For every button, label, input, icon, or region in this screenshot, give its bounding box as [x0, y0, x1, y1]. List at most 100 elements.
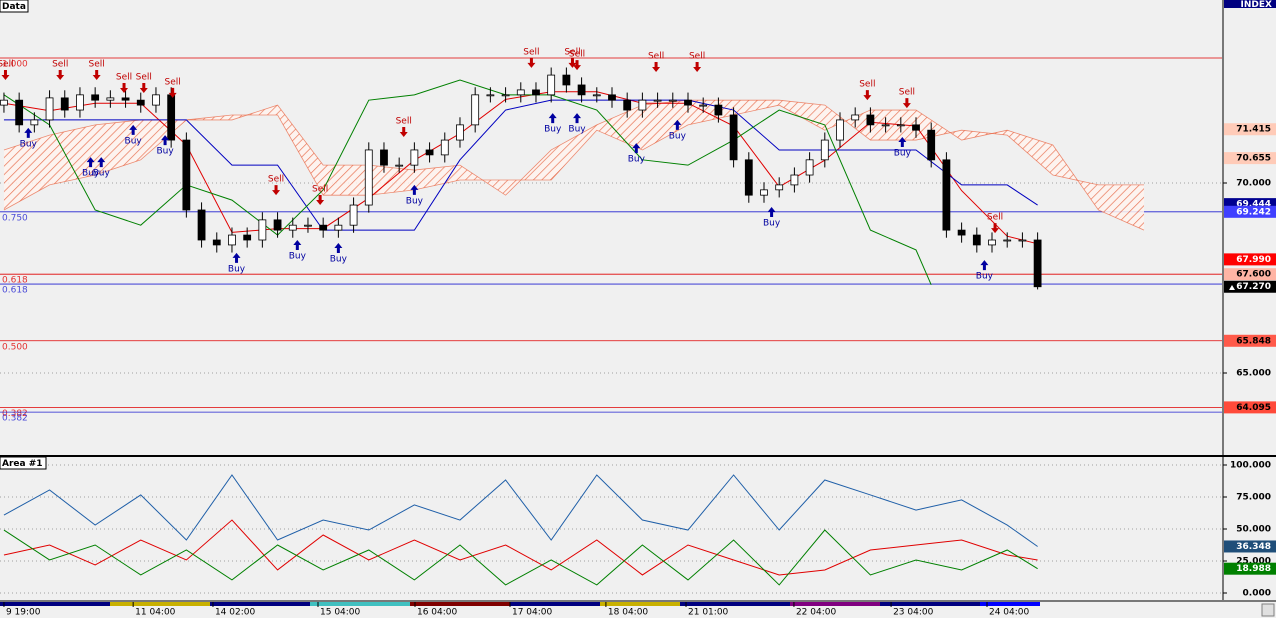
y-tick-label: 100.000	[1230, 460, 1271, 470]
candle-body	[334, 224, 343, 231]
price-tag	[1224, 280, 1276, 293]
candle-body	[288, 224, 297, 231]
signal-label: Buy	[82, 169, 100, 179]
price-tag-label: 70.655	[1236, 154, 1271, 164]
signal-arrow	[232, 252, 241, 263]
indicator-line	[3, 474, 1038, 547]
signal-label: Buy	[125, 136, 143, 146]
signal-arrow	[693, 62, 702, 73]
candle-body	[76, 94, 84, 111]
level-label: 1.000	[2, 59, 28, 69]
candle-body	[380, 149, 388, 166]
candle-body	[592, 94, 601, 97]
candle-body	[45, 97, 54, 121]
x-tick-label: 16 04:00	[417, 608, 458, 618]
price-tag	[1224, 123, 1276, 136]
x-tick-label: 24 04:00	[989, 608, 1030, 618]
candle-body	[699, 104, 708, 107]
candle-body	[638, 99, 647, 111]
level-label: 0.618	[2, 276, 28, 286]
cloud-span	[3, 104, 1145, 231]
y-tick-label: 25.000	[1236, 556, 1271, 566]
signal-label: Buy	[289, 252, 307, 262]
level-label: 0.500	[2, 342, 28, 352]
symbol-box	[1224, 0, 1276, 8]
candle-body	[972, 234, 981, 246]
candle-body	[91, 94, 100, 101]
x-tick-label: 21 01:00	[688, 608, 729, 618]
price-tag	[1224, 562, 1276, 575]
signal-label: Sell	[689, 52, 705, 62]
signal-arrow	[573, 60, 582, 71]
signal-label: Buy	[894, 149, 912, 159]
candle-body	[729, 114, 738, 161]
candle-body	[364, 149, 373, 206]
signal-arrow	[980, 260, 989, 271]
x-tick-label: 18 04:00	[608, 608, 649, 618]
candle-body	[1018, 239, 1027, 242]
candle-body	[760, 189, 768, 196]
y-tick-label: 50.000	[1236, 524, 1271, 534]
signal-label: Buy	[20, 139, 38, 149]
level-label: 0.618	[2, 286, 28, 296]
candle-body	[744, 159, 753, 196]
signal-arrow	[129, 124, 138, 135]
signal-label: Buy	[406, 196, 424, 206]
candle-body	[197, 209, 206, 241]
x-tick-label: 14 02:00	[215, 608, 256, 618]
signal-arrow	[272, 185, 281, 196]
signal-label: Sell	[648, 52, 664, 62]
signal-label: Sell	[564, 47, 580, 57]
signal-arrow	[168, 87, 177, 98]
signal-label: Sell	[899, 88, 915, 98]
cloud-span	[3, 99, 1145, 196]
signal-label: Sell	[859, 80, 875, 90]
candle-body	[304, 224, 312, 227]
signal-label: Buy	[628, 155, 646, 165]
candle-body	[30, 119, 39, 126]
signal-arrow	[410, 184, 419, 195]
indicator-line	[3, 529, 1038, 586]
price-tag	[1224, 268, 1276, 281]
candle-body	[425, 149, 434, 156]
price-tag-label: 69.444	[1236, 200, 1271, 210]
scroll-button[interactable]	[1261, 603, 1275, 617]
signal-label: Buy	[93, 169, 111, 179]
signal-arrow	[56, 70, 65, 81]
signal-label: Sell	[89, 60, 105, 70]
candle-body	[927, 129, 936, 161]
signal-arrow	[548, 113, 557, 124]
symbol-label: INDEX	[1241, 0, 1272, 10]
candle-body	[395, 164, 404, 167]
signal-arrow	[767, 206, 776, 217]
candle-body	[790, 174, 799, 186]
x-tick-label: 15 04:00	[320, 608, 361, 618]
candle-body	[547, 74, 556, 96]
signal-arrow	[97, 157, 106, 168]
signal-arrow	[24, 127, 33, 138]
signal-label: Buy	[544, 125, 562, 135]
x-tick-label: 9 19:00	[6, 608, 41, 618]
candle-body	[1003, 239, 1012, 242]
candle-body	[243, 234, 252, 241]
x-tick-label: 23 04:00	[893, 608, 934, 618]
candle-body	[228, 234, 236, 246]
candle-body	[836, 119, 844, 141]
signal-arrow	[139, 82, 148, 93]
panel-title-box	[0, 0, 29, 13]
price-tag	[1224, 540, 1276, 553]
price-tag-label: 67.600	[1236, 270, 1271, 280]
candle-body	[957, 229, 966, 236]
signal-arrow	[316, 195, 325, 206]
candle-body	[471, 94, 480, 126]
signal-arrow	[991, 223, 1000, 234]
candle-body	[988, 239, 996, 246]
signal-arrow	[293, 240, 302, 251]
price-tag-label: 67.990	[1236, 255, 1271, 265]
candle-body	[577, 84, 586, 96]
candle-body	[440, 139, 449, 156]
price-tag-label: 36.348	[1236, 542, 1271, 552]
signal-label: Sell	[165, 77, 181, 87]
price-tag	[1224, 205, 1276, 218]
